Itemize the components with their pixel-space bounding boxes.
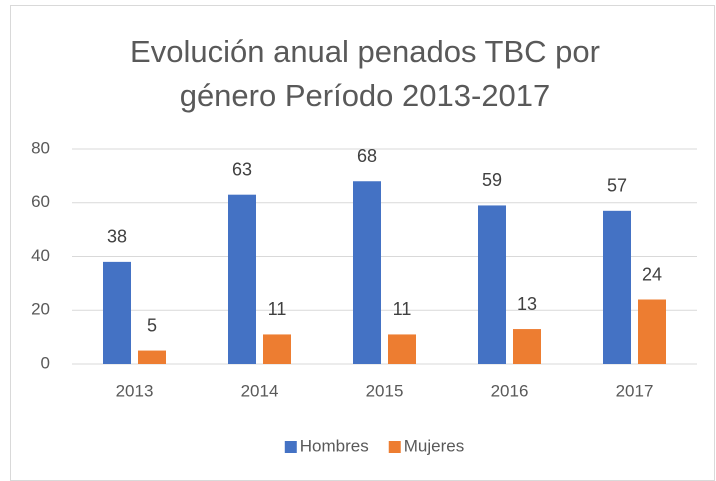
value-label: 5 [147, 315, 157, 335]
bar [263, 334, 291, 364]
value-label: 38 [107, 227, 127, 247]
legend-label: Mujeres [404, 436, 464, 455]
x-tick-label: 2016 [491, 381, 529, 400]
value-label: 59 [482, 170, 502, 190]
value-label: 11 [268, 299, 287, 319]
value-label: 11 [393, 299, 412, 319]
bar [513, 329, 541, 364]
x-tick-label: 2015 [366, 381, 404, 400]
bar [478, 205, 506, 364]
y-tick-label: 0 [41, 353, 50, 372]
value-label: 13 [517, 294, 537, 314]
y-tick-label: 20 [31, 300, 50, 319]
x-tick-label: 2013 [116, 381, 154, 400]
bar [228, 194, 256, 364]
y-tick-label: 80 [31, 138, 50, 157]
bar [603, 210, 631, 364]
y-tick-label: 60 [31, 192, 50, 211]
x-tick-label: 2017 [616, 381, 654, 400]
value-label: 24 [642, 264, 662, 284]
value-label: 57 [607, 176, 627, 196]
value-label: 68 [357, 146, 377, 166]
value-label: 63 [232, 159, 252, 179]
legend-item: Hombres [284, 436, 369, 455]
chart-title: Evolución anual penados TBC por género Pe… [130, 34, 600, 113]
bar [388, 334, 416, 364]
y-tick-label: 40 [31, 246, 50, 265]
bar [353, 181, 381, 364]
legend-label: Hombres [300, 436, 369, 455]
bar [103, 261, 131, 364]
bar [138, 350, 166, 364]
legend-swatch [388, 441, 401, 453]
x-tick-label: 2014 [241, 381, 279, 400]
legend-swatch [284, 441, 297, 453]
legend-item: Mujeres [388, 436, 464, 455]
bar [638, 299, 666, 364]
